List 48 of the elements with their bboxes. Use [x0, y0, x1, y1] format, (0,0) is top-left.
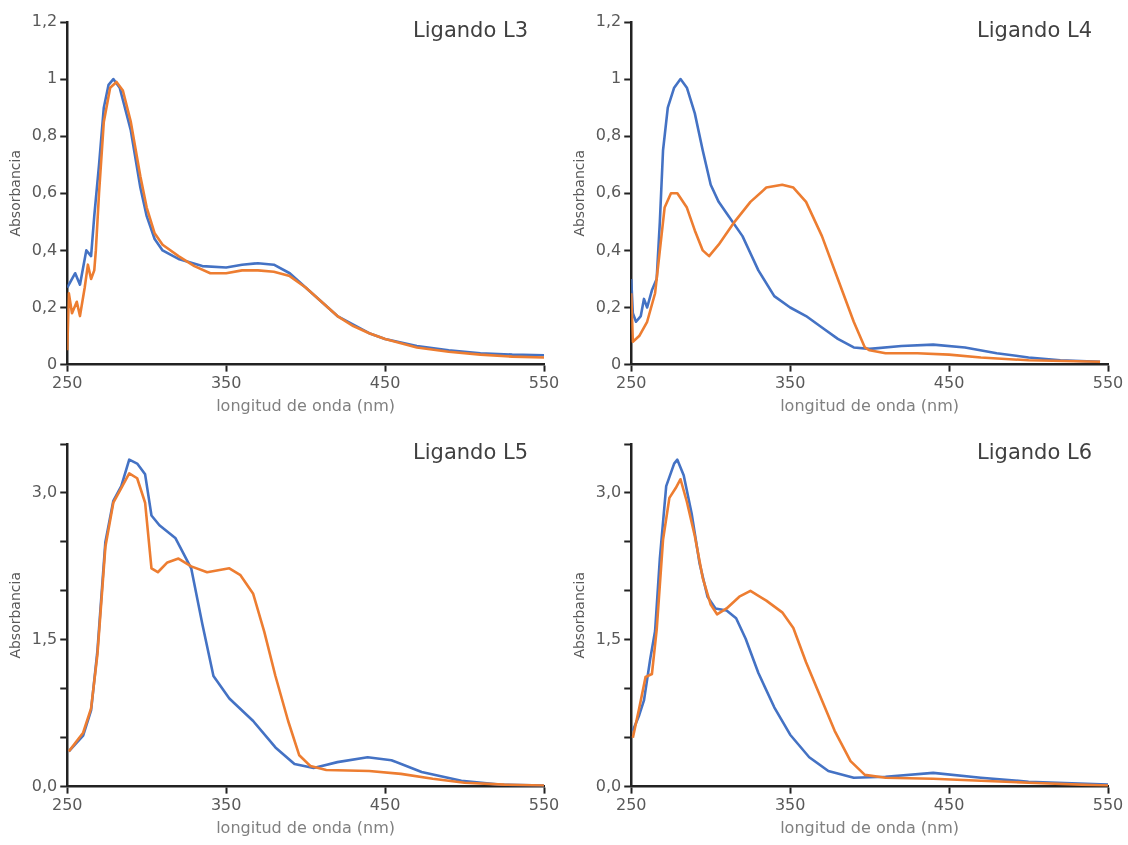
x-tick-label: 250	[51, 373, 83, 393]
x-tick-label: 550	[528, 795, 560, 815]
x-tick-label: 250	[615, 795, 647, 815]
chart-title: Ligando L3	[413, 18, 528, 42]
y-tick-label: 0	[47, 353, 58, 373]
x-tick-label: 450	[369, 795, 401, 815]
x-tick-label: 450	[933, 795, 965, 815]
chart-title: Ligando L5	[413, 440, 528, 464]
x-tick-label: 350	[210, 373, 242, 393]
y-tick-label: 1,2	[31, 11, 58, 31]
y-tick-label: 0,6	[31, 182, 58, 202]
y-tick-label: 0,8	[31, 125, 58, 145]
y-tick-label: 0,0	[595, 775, 622, 795]
y-tick-label: 0,4	[595, 239, 622, 259]
x-axis-title: longitud de onda (nm)	[780, 817, 960, 837]
x-tick-label: 450	[933, 373, 965, 393]
y-tick-label: 1,2	[595, 11, 622, 31]
y-tick-label: 0,8	[595, 125, 622, 145]
y-axis-title: Absorbancia	[571, 150, 588, 237]
y-axis-title: Absorbancia	[571, 572, 588, 659]
y-tick-label: 1	[611, 68, 622, 88]
chart-title: Ligando L4	[977, 18, 1092, 42]
x-axis-title: longitud de onda (nm)	[780, 395, 960, 415]
y-axis-title: Absorbancia	[7, 150, 24, 237]
y-tick-label: 1	[47, 68, 58, 88]
x-tick-label: 350	[774, 795, 806, 815]
y-tick-label: 0,2	[31, 296, 58, 316]
y-tick-label: 0	[611, 353, 622, 373]
y-tick-label: 3,0	[595, 482, 622, 502]
x-axis-title: longitud de onda (nm)	[216, 395, 396, 415]
x-tick-label: 350	[210, 795, 242, 815]
chart-title: Ligando L6	[977, 440, 1092, 464]
y-tick-label: 0,6	[595, 182, 622, 202]
x-tick-label: 550	[528, 373, 560, 393]
y-axis-title: Absorbancia	[7, 572, 24, 659]
x-tick-label: 450	[369, 373, 401, 393]
y-tick-label: 3,0	[31, 482, 58, 502]
y-tick-label: 0,4	[31, 239, 58, 259]
x-tick-label: 550	[1092, 795, 1124, 815]
y-tick-label: 1,5	[31, 628, 58, 648]
x-tick-label: 250	[615, 373, 647, 393]
y-tick-label: 1,5	[595, 628, 622, 648]
x-tick-label: 250	[51, 795, 83, 815]
y-tick-label: 0,2	[595, 296, 622, 316]
y-tick-label: 0,0	[31, 775, 58, 795]
x-tick-label: 550	[1092, 373, 1124, 393]
x-tick-label: 350	[774, 373, 806, 393]
x-axis-title: longitud de onda (nm)	[216, 817, 396, 837]
